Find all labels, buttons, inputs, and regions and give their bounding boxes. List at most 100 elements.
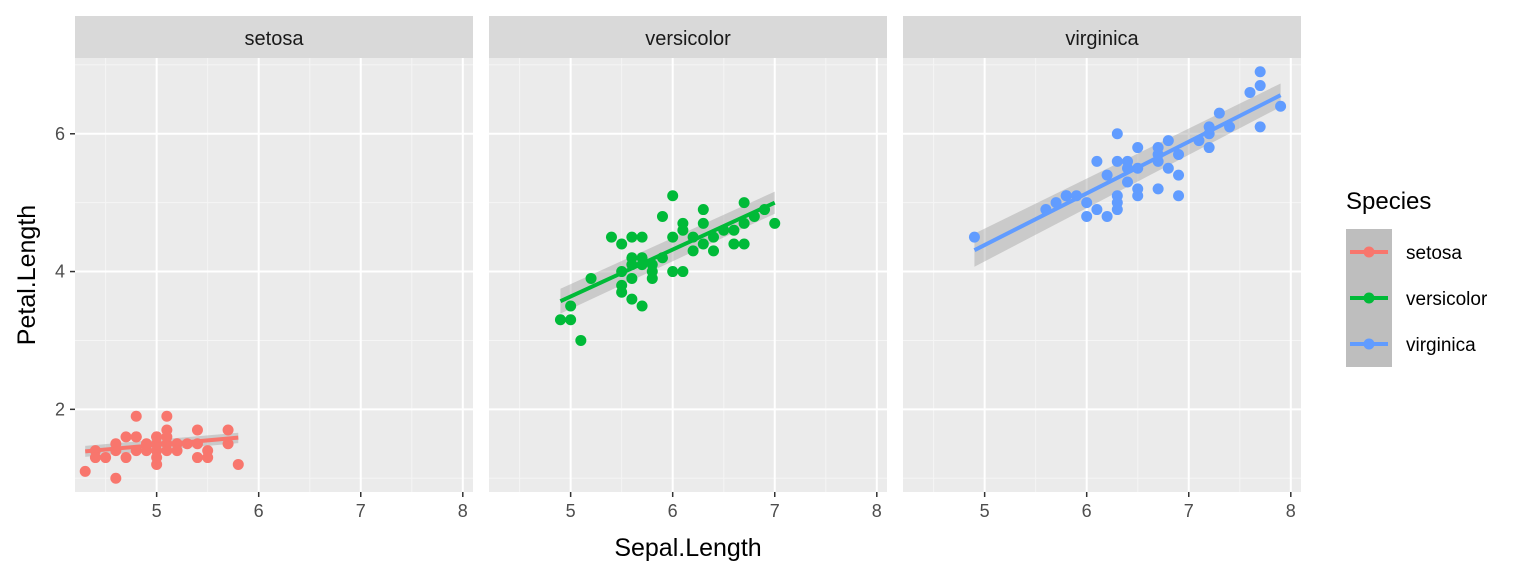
- gridlines: [75, 58, 473, 492]
- point-virginica: [1111, 155, 1123, 167]
- point-versicolor: [667, 190, 679, 202]
- facet-panel-virginica: virginica 5 6 7 8: [903, 16, 1301, 521]
- point-virginica: [1132, 142, 1144, 154]
- point-virginica: [1101, 210, 1113, 222]
- legend-label: setosa: [1406, 243, 1462, 264]
- point-versicolor: [656, 210, 668, 222]
- point-versicolor: [646, 272, 658, 284]
- panel-background: [903, 58, 1301, 492]
- point-virginica: [1111, 197, 1123, 209]
- point-versicolor: [554, 314, 566, 326]
- legend-item-virginica: virginica: [1346, 321, 1476, 367]
- point-setosa: [120, 431, 132, 443]
- x-tick-label: 7: [770, 501, 780, 521]
- y-axis-title: Petal.Length: [13, 205, 41, 345]
- facet-strip-label: virginica: [1065, 28, 1139, 50]
- point-versicolor: [697, 238, 709, 250]
- point-setosa: [191, 452, 203, 464]
- point-versicolor: [728, 224, 740, 236]
- x-tick-label: 5: [566, 501, 576, 521]
- point-versicolor: [738, 217, 750, 229]
- x-tick-label: 7: [1184, 501, 1194, 521]
- point-setosa: [79, 465, 91, 477]
- x-tick-label: 8: [458, 501, 468, 521]
- point-versicolor: [687, 245, 699, 257]
- facet-strip: [489, 16, 887, 58]
- point-virginica: [1060, 190, 1072, 202]
- point-setosa: [161, 410, 173, 422]
- x-tick-label: 5: [152, 501, 162, 521]
- legend-key-point: [1363, 246, 1375, 258]
- facet-strip-label: setosa: [245, 28, 305, 50]
- point-setosa: [232, 458, 244, 470]
- point-versicolor: [616, 286, 628, 298]
- point-virginica: [1122, 155, 1134, 167]
- point-virginica: [1254, 80, 1266, 92]
- point-versicolor: [738, 197, 750, 209]
- x-tick-label: 6: [668, 501, 678, 521]
- point-versicolor: [738, 238, 750, 250]
- point-setosa: [120, 452, 132, 464]
- point-virginica: [1152, 183, 1164, 195]
- facet-panel-setosa: setosa 5 6 7 8: [75, 16, 473, 521]
- point-versicolor: [565, 314, 577, 326]
- point-virginica: [1254, 66, 1266, 78]
- point-setosa: [130, 410, 142, 422]
- trend-line-setosa: [85, 435, 239, 454]
- point-versicolor: [575, 334, 587, 346]
- point-setosa: [191, 424, 203, 436]
- facet-panel-versicolor: versicolor 5 6 7 8: [489, 16, 887, 521]
- y-tick-label: 6: [55, 124, 65, 144]
- panel-background: [489, 58, 887, 492]
- trend-line-virginica: [973, 93, 1282, 252]
- point-versicolor: [626, 293, 638, 305]
- point-virginica: [1162, 135, 1174, 147]
- point-virginica: [1081, 210, 1093, 222]
- point-versicolor: [636, 231, 648, 243]
- legend-label: virginica: [1406, 335, 1476, 356]
- point-setosa: [202, 452, 214, 464]
- x-tick-label: 8: [872, 501, 882, 521]
- y-tick-label: 2: [55, 399, 65, 419]
- x-tick-label: 6: [1082, 501, 1092, 521]
- point-virginica: [1091, 204, 1103, 216]
- point-setosa: [151, 452, 163, 464]
- facet-strip-label: versicolor: [645, 28, 731, 50]
- point-setosa: [110, 472, 122, 484]
- point-setosa: [222, 424, 234, 436]
- point-virginica: [1162, 162, 1174, 174]
- trend-line-versicolor: [559, 200, 776, 303]
- point-virginica: [1081, 197, 1093, 209]
- point-setosa: [222, 438, 234, 450]
- point-setosa: [130, 431, 142, 443]
- point-versicolor: [708, 231, 720, 243]
- point-versicolor: [626, 231, 638, 243]
- gridlines: [903, 58, 1301, 492]
- legend: Species setosa versicolor virginica: [1346, 188, 1488, 367]
- point-virginica: [1122, 176, 1134, 188]
- point-versicolor: [708, 245, 720, 257]
- point-versicolor: [677, 224, 689, 236]
- point-versicolor: [605, 231, 617, 243]
- point-virginica: [1275, 100, 1287, 112]
- point-virginica: [1213, 107, 1225, 119]
- x-tick-label: 8: [1286, 501, 1296, 521]
- legend-item-versicolor: versicolor: [1346, 275, 1488, 321]
- x-tick-label: 5: [980, 501, 990, 521]
- point-setosa: [151, 431, 163, 443]
- legend-title: Species: [1346, 188, 1431, 215]
- point-versicolor: [728, 238, 740, 250]
- point-virginica: [1101, 169, 1113, 181]
- point-virginica: [1132, 183, 1144, 195]
- point-setosa: [161, 431, 173, 443]
- point-virginica: [1111, 128, 1123, 140]
- point-virginica: [1203, 142, 1215, 154]
- y-tick-label: 4: [55, 262, 65, 282]
- facet-panels: setosa 5 6 7 8 versicolor 5 6 7 8 virginica 5 6 7 8: [75, 16, 1301, 521]
- legend-key-point: [1363, 338, 1375, 350]
- point-versicolor: [636, 300, 648, 312]
- panel-background: [75, 58, 473, 492]
- point-setosa: [171, 445, 183, 457]
- point-versicolor: [626, 272, 638, 284]
